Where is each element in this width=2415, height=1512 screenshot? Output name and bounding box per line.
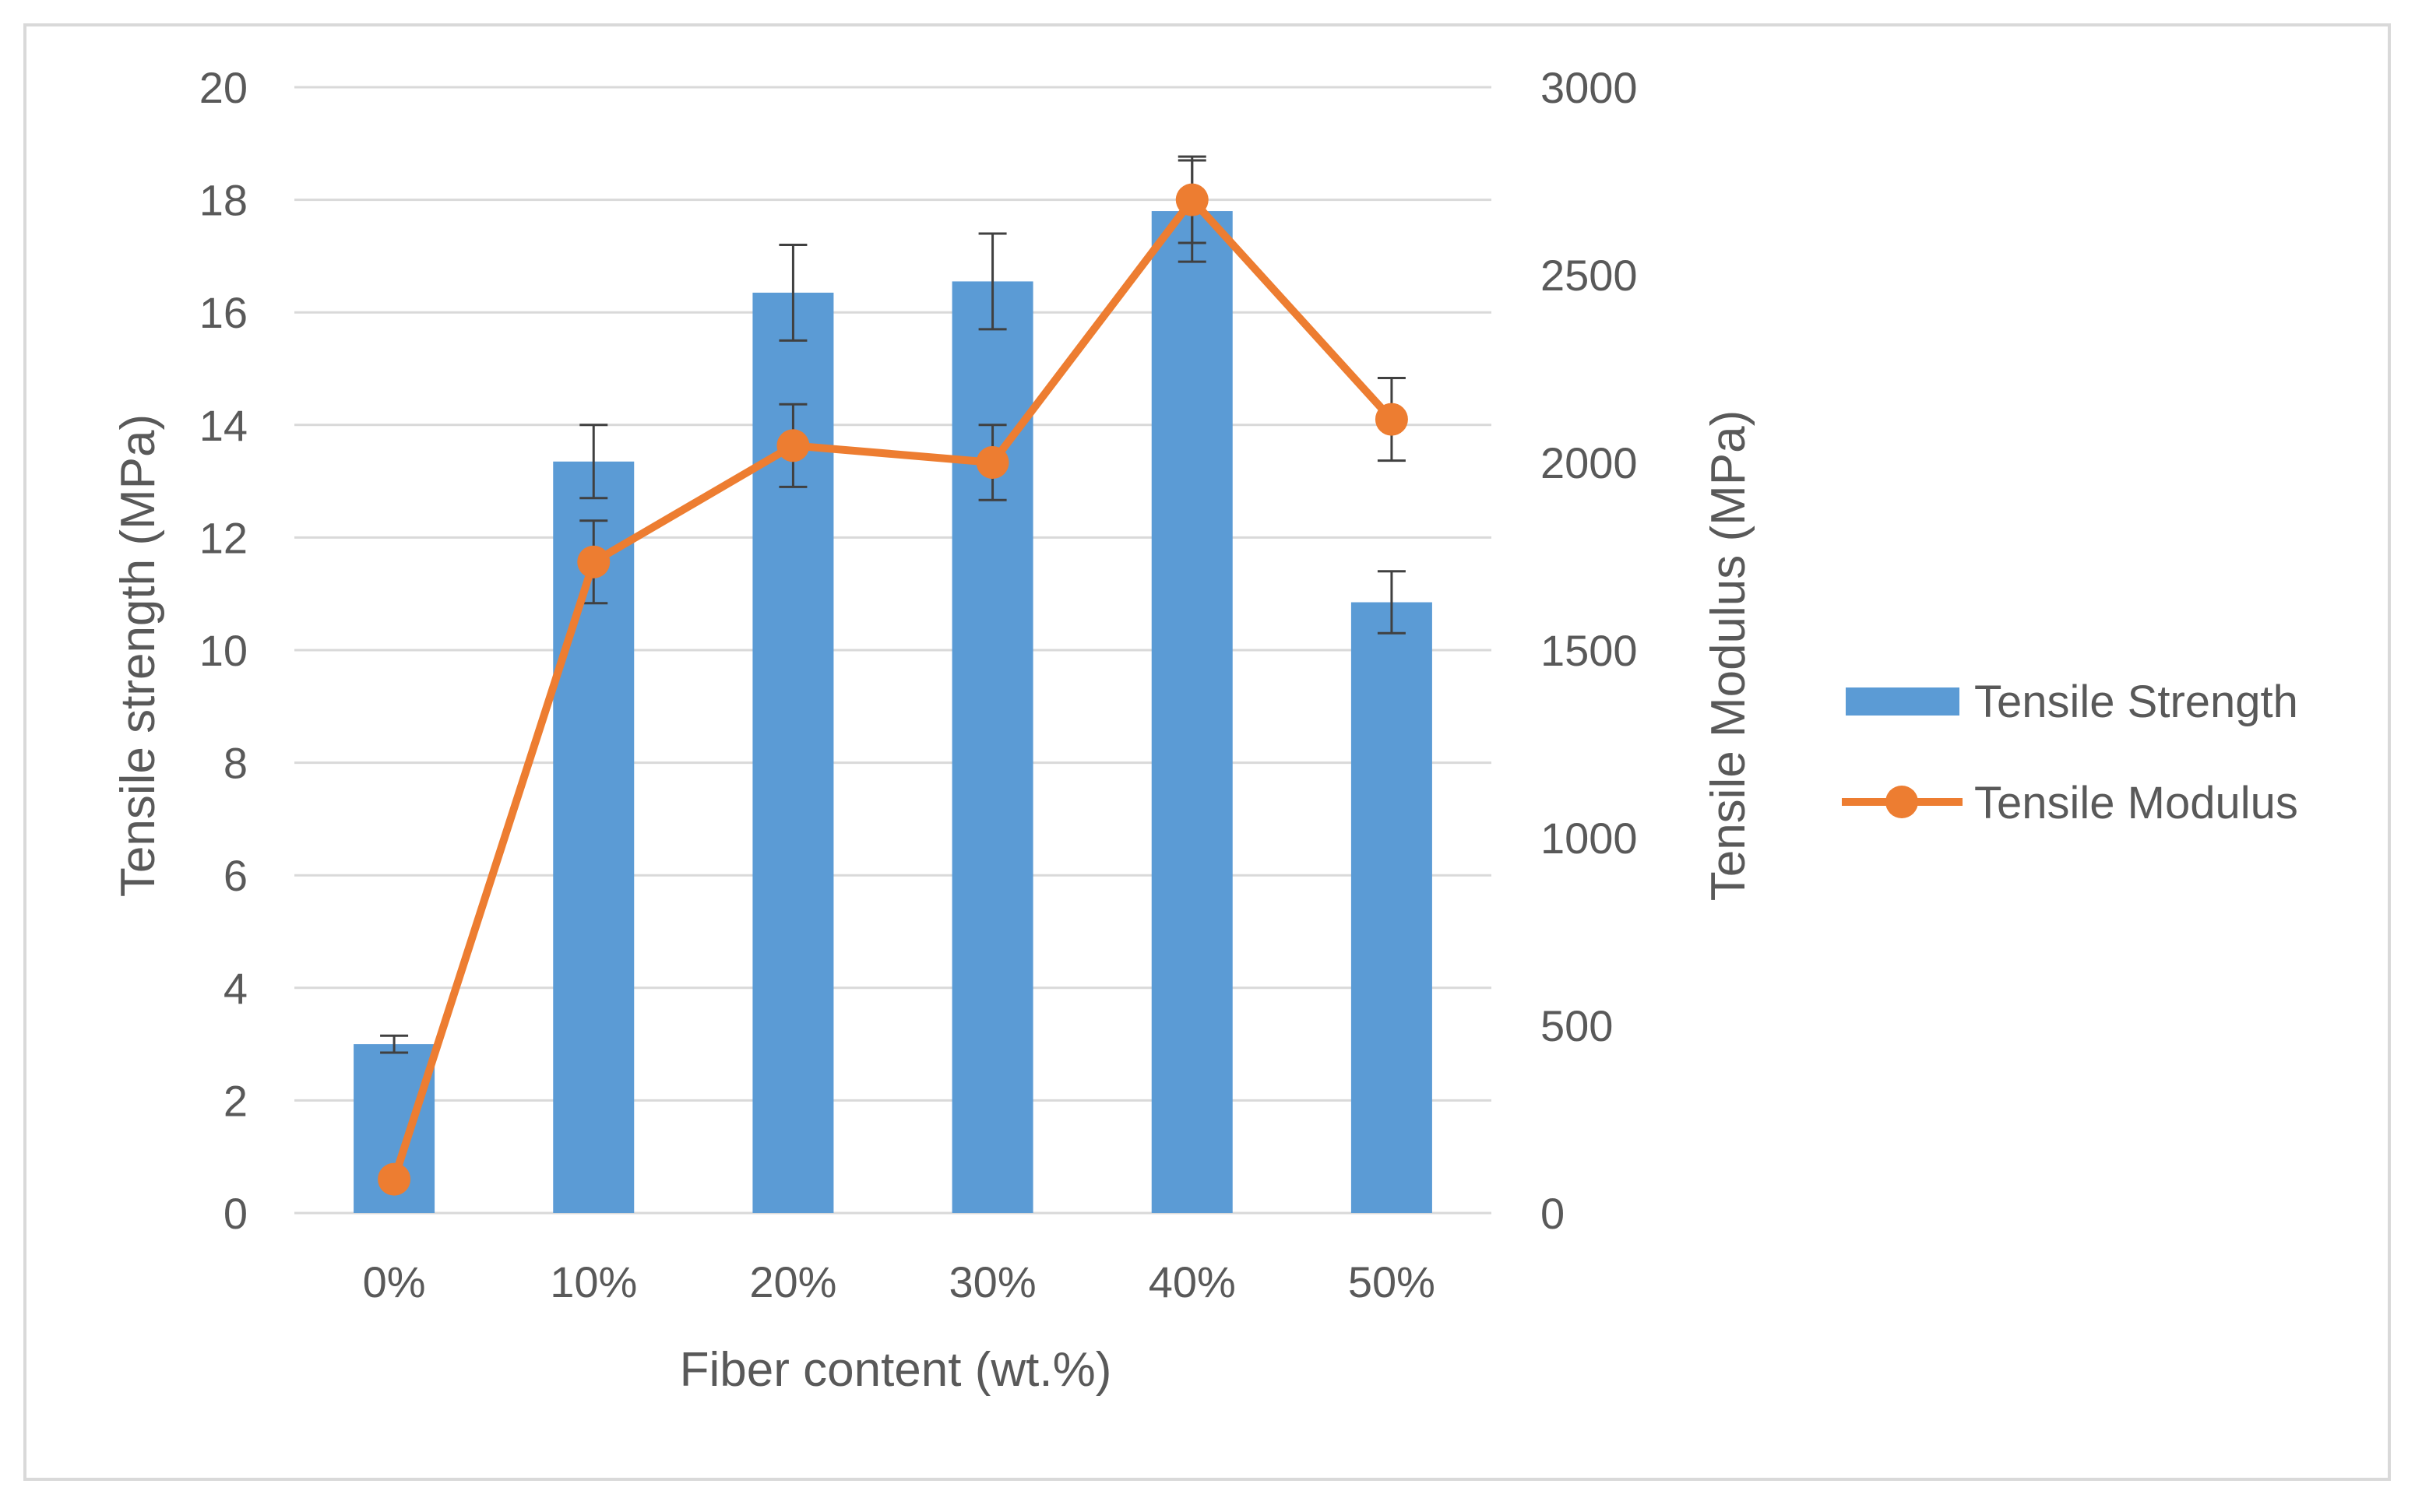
bar-error-bar [1377, 570, 1406, 635]
modulus-line [390, 195, 1395, 1181]
y2-tick-label: 3000 [1540, 63, 1638, 112]
legend: Tensile Strength Tensile Modulus [1842, 677, 2298, 828]
y-tick-label: 20 [199, 63, 248, 112]
y-tick-label: 16 [199, 288, 248, 337]
x-tick-label: 10% [550, 1257, 637, 1306]
legend-label-tensile-strength: Tensile Strength [1974, 677, 2298, 727]
modulus-point [1175, 183, 1209, 216]
modulus-point [577, 545, 611, 578]
y-tick-label: 0 [224, 1189, 248, 1238]
y2-tick-label: 0 [1540, 1189, 1565, 1238]
bar-series-tensile-strength [354, 211, 1432, 1213]
y2-tick-label: 1500 [1540, 626, 1638, 675]
modulus-point [976, 446, 1009, 479]
legend-label-tensile-modulus: Tensile Modulus [1974, 778, 2298, 828]
legend-swatch-tensile-strength [1846, 687, 1959, 716]
x-axis-ticks: 0% 10% 20% 30% 40% 50% [363, 1257, 1435, 1306]
x-tick-label: 30% [949, 1257, 1037, 1306]
bar [1151, 211, 1233, 1213]
gridlines [294, 86, 1491, 1215]
x-tick-label: 20% [749, 1257, 836, 1306]
left-axis-ticks: 0 2 4 6 8 10 12 14 16 18 20 [199, 63, 248, 1238]
bar-error-bar [380, 1034, 409, 1054]
modulus-point [378, 1162, 411, 1196]
bar-error-bar [978, 232, 1007, 331]
x-tick-label: 40% [1149, 1257, 1236, 1306]
x-tick-label: 50% [1348, 1257, 1435, 1306]
y-tick-label: 12 [199, 513, 248, 562]
y-tick-label: 2 [224, 1076, 248, 1125]
modulus-point [776, 429, 810, 462]
y-tick-label: 6 [224, 851, 248, 900]
bar-error-bar [779, 243, 808, 342]
y2-tick-label: 1000 [1540, 814, 1638, 863]
modulus-point [1375, 403, 1408, 436]
bar-error-bar [579, 424, 608, 500]
y2-tick-label: 2000 [1540, 438, 1638, 487]
y-tick-label: 8 [224, 739, 248, 788]
line-series-tensile-modulus [378, 183, 1408, 1196]
x-axis-title: Fiber content (wt.%) [680, 1343, 1112, 1397]
y-tick-label: 14 [199, 401, 248, 450]
y-tick-label: 4 [224, 964, 248, 1013]
right-axis-ticks: 0 500 1000 1500 2000 2500 3000 [1540, 63, 1638, 1238]
y2-tick-label: 2500 [1540, 251, 1638, 300]
bar [1350, 602, 1432, 1213]
y2-tick-label: 500 [1540, 1001, 1613, 1050]
y-tick-label: 18 [199, 176, 248, 225]
y-axis-title: Tensile strength (MPa) [111, 414, 165, 897]
y-tick-label: 10 [199, 626, 248, 675]
y2-axis-title: Tensile Modulus (MPa) [1702, 410, 1755, 902]
legend-marker-tensile-modulus [1885, 786, 1918, 818]
x-tick-label: 0% [363, 1257, 426, 1306]
bar-error-bars [380, 159, 1406, 1054]
